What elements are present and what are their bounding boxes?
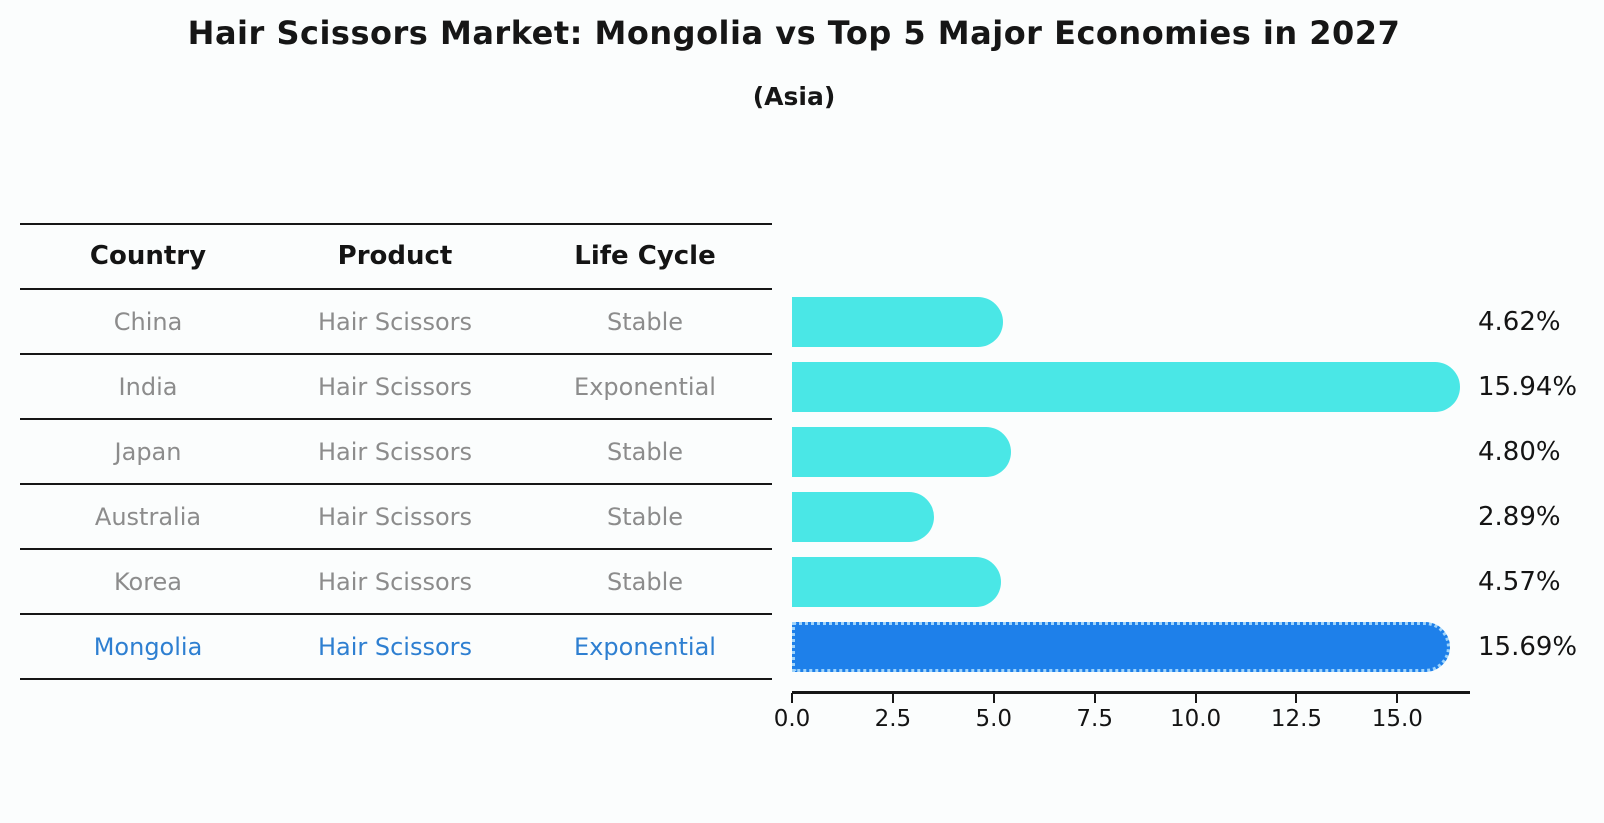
table-cell-india-life-cycle: Exponential — [574, 372, 716, 401]
x-tick-mark — [992, 693, 995, 703]
table-header-life-cycle: Life Cycle — [574, 241, 716, 271]
chart-title: Hair Scissors Market: Mongolia vs Top 5 … — [187, 14, 1401, 52]
value-label-korea: 4.57% — [1478, 566, 1561, 597]
x-tick-label: 5.0 — [975, 706, 1013, 732]
x-tick-mark — [1396, 693, 1399, 703]
x-tick-label: 2.5 — [874, 706, 912, 732]
table-divider-line — [20, 288, 772, 290]
table-cell-australia-country: Australia — [94, 502, 202, 531]
table-divider-line — [20, 483, 772, 485]
x-tick-label: 15.0 — [1371, 706, 1423, 732]
table-cell-korea-country: Korea — [113, 567, 183, 596]
value-label-china: 4.62% — [1478, 306, 1561, 337]
x-tick-label: 10.0 — [1169, 706, 1222, 732]
table-divider-line — [20, 548, 772, 550]
x-tick-label: 0.0 — [773, 706, 811, 732]
table-divider-line — [20, 223, 772, 225]
x-tick-label: 7.5 — [1076, 706, 1113, 732]
bar-australia — [792, 491, 934, 542]
table-cell-china-life-cycle: Stable — [606, 307, 684, 336]
value-label-mongolia: 15.69% — [1478, 631, 1578, 662]
table-cell-korea-life-cycle: Stable — [606, 567, 684, 596]
value-label-india: 15.94% — [1478, 371, 1578, 402]
chart-subtitle: (Asia) — [752, 82, 836, 111]
table-cell-australia-product: Hair Scissors — [317, 502, 473, 531]
table-cell-mongolia-product: Hair Scissors — [317, 632, 473, 661]
bar-mongolia — [792, 621, 1451, 672]
x-tick-mark — [891, 693, 894, 703]
table-header-product: Product — [337, 241, 453, 271]
table-cell-japan-product: Hair Scissors — [317, 437, 473, 466]
table-cell-mongolia-country: Mongolia — [93, 632, 203, 661]
x-tick-mark — [1194, 693, 1197, 703]
table-divider-line — [20, 418, 772, 420]
table-cell-mongolia-life-cycle: Exponential — [574, 632, 716, 661]
bar-japan — [792, 426, 1011, 477]
value-label-japan: 4.80% — [1478, 436, 1561, 467]
table-cell-india-country: India — [118, 372, 178, 401]
x-tick-label: 12.5 — [1270, 706, 1323, 732]
table-divider-line — [20, 678, 772, 680]
table-divider-line — [20, 613, 772, 615]
x-tick-mark — [1295, 693, 1298, 703]
table-cell-japan-country: Japan — [114, 437, 182, 466]
bar-korea — [792, 556, 1002, 607]
x-tick-mark — [1093, 693, 1096, 703]
table-cell-australia-life-cycle: Stable — [606, 502, 684, 531]
x-axis-line — [792, 691, 1470, 694]
table-header-country: Country — [89, 241, 207, 271]
table-cell-korea-product: Hair Scissors — [317, 567, 473, 596]
value-label-australia: 2.89% — [1478, 501, 1561, 532]
table-divider-line — [20, 353, 772, 355]
table-cell-japan-life-cycle: Stable — [606, 437, 684, 466]
table-cell-china-product: Hair Scissors — [317, 307, 473, 336]
x-tick-mark — [791, 693, 793, 703]
table-cell-india-product: Hair Scissors — [317, 372, 473, 401]
table-cell-china-country: China — [113, 307, 183, 336]
bar-india — [792, 361, 1461, 412]
bar-china — [792, 296, 1004, 347]
